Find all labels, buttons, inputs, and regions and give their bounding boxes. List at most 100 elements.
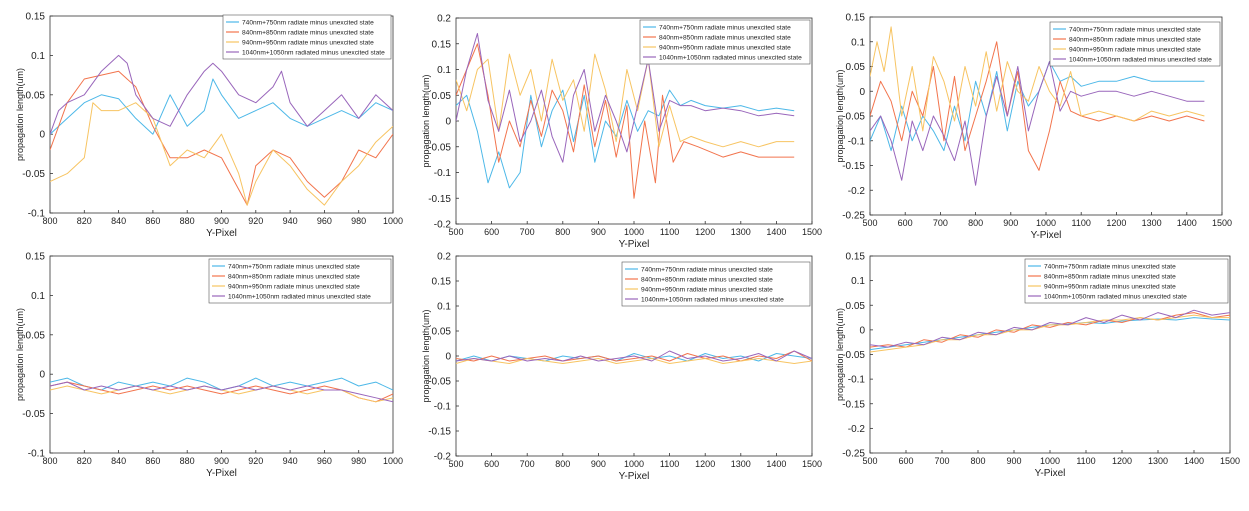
y-tick-label: 0.05 xyxy=(26,330,46,341)
x-tick-label: 820 xyxy=(77,216,92,226)
x-tick-label: 960 xyxy=(317,216,332,226)
x-tick-label: 800 xyxy=(42,216,57,226)
chart-panel-5: 500 600 700 800 900 1000 1100 1200 1300 1400 1500 0… xyxy=(421,252,822,483)
x-tick-label: 1100 xyxy=(1072,218,1091,228)
y-tick-label: -0.05 xyxy=(428,377,451,388)
y-tick-label: 0.05 xyxy=(432,91,452,102)
series-line-4 xyxy=(870,309,1230,348)
y-tick-label: -0.05 xyxy=(428,142,451,153)
legend-box xyxy=(639,19,811,65)
legend-label: 1040nm+1050nm radiated minus unexcited s… xyxy=(242,50,385,57)
y-tick-label: -0.1 xyxy=(848,375,866,386)
x-tick-label: 800 xyxy=(970,456,985,466)
y-tick-label: -0.15 xyxy=(842,399,865,410)
series-line-2 xyxy=(456,350,812,362)
x-tick-label: 500 xyxy=(448,227,463,237)
x-tick-label: 1000 xyxy=(624,459,644,469)
y-tick-label: 0.15 xyxy=(26,12,46,23)
y-tick-label: 0.15 xyxy=(26,252,46,263)
x-tick-label: 1100 xyxy=(1076,456,1095,466)
x-tick-label: 800 xyxy=(968,218,983,228)
legend-label: 840nm+850nm radiate minus unexcited stat… xyxy=(228,274,360,281)
series-line-2 xyxy=(456,43,795,199)
legend-label: 840nm+850nm radiate minus unexcited stat… xyxy=(659,35,791,42)
y-tick-label: -0.05 xyxy=(22,169,45,180)
series-line-4 xyxy=(456,33,795,163)
x-tick-label: 840 xyxy=(111,216,126,226)
y-tick-label: 0.05 xyxy=(432,327,452,338)
y-tick-label: 0 xyxy=(39,370,45,381)
x-tick-label: 1400 xyxy=(766,227,786,237)
x-tick-label: 900 xyxy=(1003,218,1018,228)
x-tick-label: 920 xyxy=(248,456,263,466)
y-tick-label: 0.05 xyxy=(846,62,866,73)
legend-label: 740nm+750nm radiate minus unexcited stat… xyxy=(659,25,791,32)
y-tick-label: -0.25 xyxy=(842,449,865,460)
legend-label: 940nm+950nm radiate minus unexcited stat… xyxy=(228,284,360,291)
x-tick-label: 1500 xyxy=(1220,456,1240,466)
y-tick-label: 0 xyxy=(445,117,451,128)
y-tick-label: 0.15 xyxy=(846,252,866,263)
legend-label: 1040nm+1050nm radiated minus unexcited s… xyxy=(641,297,784,304)
series-group xyxy=(50,377,393,403)
x-axis-label: Y-Pixel xyxy=(206,228,237,239)
chart-panel-4: 800 820 840 860 880 900 920 940 960 980 1000 0.15 0.… xyxy=(15,252,403,480)
y-tick-label: 0 xyxy=(445,352,451,363)
x-axis-label: Y-Pixel xyxy=(619,239,650,250)
y-axis-label: propagation length(um) xyxy=(421,309,431,402)
legend-box xyxy=(222,14,392,60)
x-tick-label: 940 xyxy=(283,456,298,466)
legend-label: 740nm+750nm radiate minus unexcited stat… xyxy=(1069,27,1201,34)
legend-label: 740nm+750nm radiate minus unexcited stat… xyxy=(1044,264,1176,271)
legend-label: 1040nm+1050nm radiated minus unexcited s… xyxy=(228,294,371,301)
legend-label: 1040nm+1050nm radiated minus unexcited s… xyxy=(1044,294,1187,301)
x-axis-label: Y-Pixel xyxy=(619,471,650,482)
x-tick-label: 1500 xyxy=(1212,218,1232,228)
series-group xyxy=(456,33,795,199)
legend: 740nm+750nm radiate minus unexcited stat… xyxy=(639,19,811,65)
series-line-4 xyxy=(870,61,1205,186)
x-tick-label: 800 xyxy=(42,456,57,466)
legend: 740nm+750nm radiate minus unexcited stat… xyxy=(208,258,392,304)
x-tick-label: 1200 xyxy=(695,227,715,237)
chart-panel-1: 800 820 840 860 880 900 920 940 960 980 1000 0.15 0.… xyxy=(15,12,403,240)
legend-label: 940nm+950nm radiate minus unexcited stat… xyxy=(1069,47,1201,54)
x-tick-label: 1400 xyxy=(1177,218,1197,228)
chart-panel-2: 500 600 700 800 900 1000 1100 1200 1300 1400 1500 0… xyxy=(421,14,822,251)
legend-label: 940nm+950nm radiate minus unexcited stat… xyxy=(1044,284,1176,291)
x-tick-label: 1100 xyxy=(660,459,679,469)
legend-label: 840nm+850nm radiate minus unexcited stat… xyxy=(1069,37,1201,44)
y-tick-label: 0.1 xyxy=(437,302,451,313)
y-tick-label: -0.1 xyxy=(28,209,46,220)
y-axis-label: propagation length(um) xyxy=(15,308,25,401)
y-tick-label: -0.05 xyxy=(842,112,865,123)
y-tick-label: 0.2 xyxy=(437,252,451,263)
y-tick-label: 0.1 xyxy=(31,291,45,302)
y-tick-label: 0 xyxy=(859,87,865,98)
legend-label: 940nm+950nm radiate minus unexcited stat… xyxy=(242,40,374,47)
x-tick-label: 1300 xyxy=(731,227,751,237)
series-group xyxy=(870,26,1205,186)
y-tick-label: -0.15 xyxy=(428,427,451,438)
y-axis-label: propagation length(um) xyxy=(421,74,431,167)
series-line-2 xyxy=(50,70,393,206)
x-tick-label: 1300 xyxy=(1148,456,1168,466)
x-tick-label: 600 xyxy=(484,459,499,469)
y-tick-label: -0.05 xyxy=(842,350,865,361)
x-tick-label: 500 xyxy=(862,218,877,228)
y-axis-label: propagation length(um) xyxy=(835,308,845,401)
legend-label: 940nm+950nm radiate minus unexcited stat… xyxy=(641,287,773,294)
y-axis-label: propagation length(um) xyxy=(15,68,25,161)
chart-panel-6: 500 600 700 800 900 1000 1100 1200 1300 1400 1500 0… xyxy=(835,252,1240,480)
legend-box xyxy=(208,258,392,304)
y-tick-label: 0.15 xyxy=(846,13,866,24)
x-tick-label: 1300 xyxy=(731,459,751,469)
series-line-1 xyxy=(50,78,393,135)
x-tick-label: 880 xyxy=(180,456,195,466)
legend-label: 840nm+850nm radiate minus unexcited stat… xyxy=(641,277,773,284)
x-tick-label: 1000 xyxy=(1040,456,1060,466)
x-tick-label: 880 xyxy=(180,216,195,226)
legend: 740nm+750nm radiate minus unexcited stat… xyxy=(222,14,392,60)
legend: 740nm+750nm radiate minus unexcited stat… xyxy=(1024,258,1229,304)
